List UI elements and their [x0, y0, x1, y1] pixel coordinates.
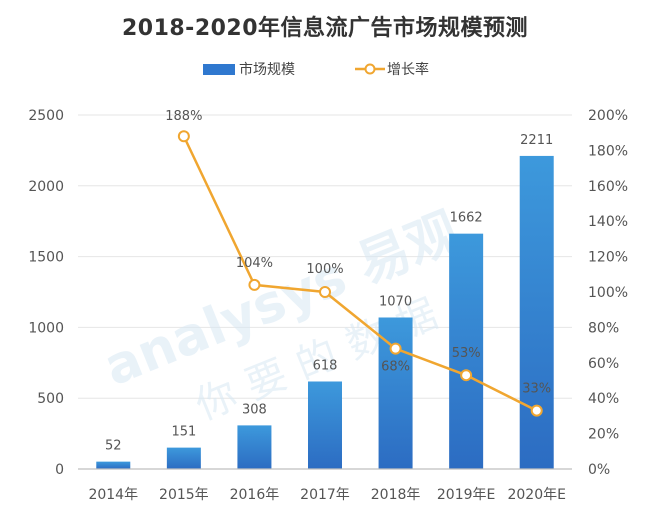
bar	[308, 381, 342, 469]
right-axis-tick: 200%	[588, 108, 628, 124]
line-value-label: 188%	[165, 109, 202, 124]
bar-value-label: 308	[242, 402, 267, 417]
legend-item-growth-rate: 增长率	[355, 59, 429, 79]
line-value-label: 68%	[381, 360, 410, 375]
bar	[519, 155, 554, 469]
bar-value-label: 1070	[379, 294, 412, 309]
line-value-label: 100%	[306, 262, 343, 277]
x-axis-tick: 2018年	[371, 487, 421, 503]
right-axis-tick: 20%	[588, 427, 619, 443]
bar-swatch-icon	[203, 63, 235, 75]
line-value-label: 33%	[522, 382, 551, 397]
right-axis-tick: 140%	[588, 214, 628, 230]
line-value-label: 104%	[236, 256, 273, 271]
bar	[166, 447, 201, 469]
right-axis-tick: 80%	[588, 320, 619, 336]
line-point	[460, 369, 473, 382]
right-axis-tick: 0%	[588, 462, 610, 478]
left-axis-tick: 1000	[28, 320, 64, 336]
bar-value-label: 618	[313, 358, 338, 373]
line-point	[530, 404, 543, 417]
x-axis-tick: 2015年	[159, 487, 209, 503]
bar-value-label: 52	[105, 439, 122, 454]
line-point	[389, 342, 402, 355]
bar-value-label: 1662	[450, 211, 483, 226]
right-axis-tick: 100%	[588, 285, 628, 301]
bar	[96, 461, 131, 469]
legend-label: 增长率	[387, 62, 429, 78]
left-axis-tick: 0	[55, 462, 64, 478]
line-swatch-icon	[355, 63, 385, 75]
legend-label: 市场规模	[239, 62, 295, 78]
line-point	[319, 286, 331, 298]
right-axis-tick: 160%	[588, 179, 628, 195]
x-axis-tick: 2020年E	[507, 487, 565, 503]
left-axis-tick: 2500	[28, 108, 64, 124]
x-axis-tick: 2019年E	[437, 487, 495, 503]
legend: 市场规模 增长率	[0, 59, 650, 81]
left-axis-tick: 500	[37, 391, 64, 407]
right-axis-tick: 180%	[588, 143, 628, 159]
x-axis-tick: 2016年	[230, 487, 280, 503]
line-point	[248, 278, 261, 291]
right-axis-tick: 40%	[588, 391, 619, 407]
bar	[237, 425, 272, 469]
chart-title: 2018-2020年信息流广告市场规模预测	[121, 16, 529, 41]
bar	[449, 233, 484, 469]
line-point	[177, 130, 190, 143]
right-axis-tick: 120%	[588, 250, 628, 266]
x-axis-tick: 2014年	[88, 487, 138, 503]
growth-rate-line	[182, 135, 538, 412]
bar-value-label: 2211	[520, 133, 553, 148]
x-axis-tick: 2017年	[300, 487, 350, 503]
legend-item-market-size: 市场规模	[203, 59, 295, 79]
line-value-label: 53%	[452, 346, 481, 361]
left-axis-tick: 1500	[28, 250, 64, 266]
right-axis-tick: 60%	[588, 356, 619, 372]
bar-value-label: 151	[171, 425, 196, 440]
left-axis-tick: 2000	[28, 179, 64, 195]
